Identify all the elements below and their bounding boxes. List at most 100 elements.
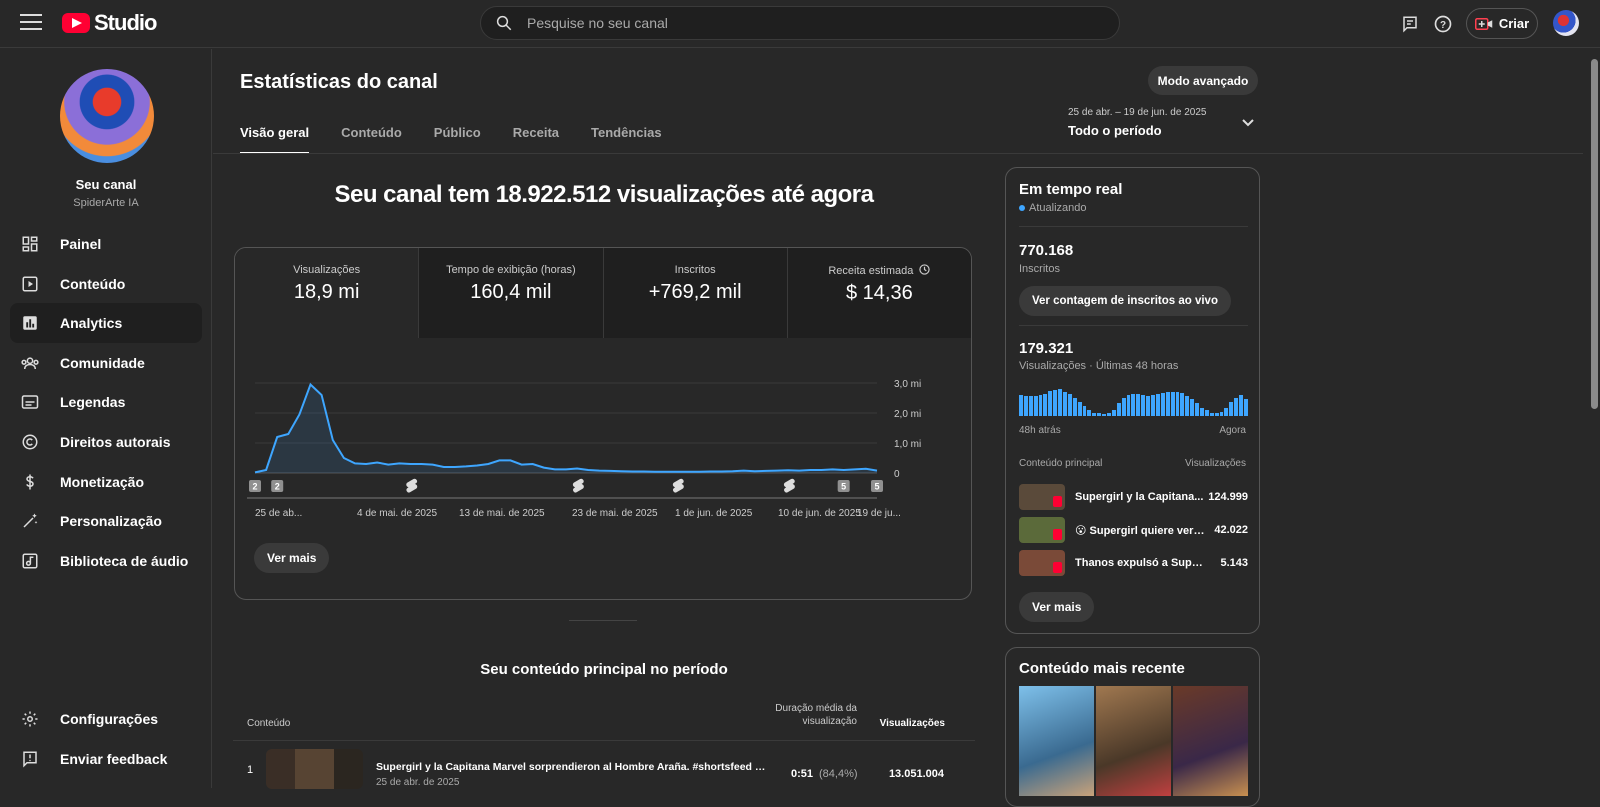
list-item[interactable]: Thanos expulsó a Superg... 5.143	[1019, 550, 1248, 578]
upload-badge[interactable]: 2	[249, 480, 261, 492]
sidebar: Seu canal SpiderArte IA Painel Conteúdo …	[0, 49, 212, 788]
realtime-bar	[1239, 395, 1243, 416]
x-tick-label: 4 de mai. de 2025	[357, 508, 437, 519]
avg-duration: 0:51	[791, 768, 814, 780]
sidebar-item-conteudo[interactable]: Conteúdo	[10, 264, 202, 304]
realtime-bar	[1219, 411, 1224, 416]
short-thumbnail[interactable]	[1019, 550, 1065, 576]
section-divider	[569, 620, 637, 621]
search-bar[interactable]	[480, 6, 1120, 40]
realtime-bar	[1038, 394, 1043, 416]
short-thumbnail[interactable]	[1019, 517, 1065, 543]
date-period-selector[interactable]: Todo o período	[1068, 123, 1162, 138]
studio-logo[interactable]: Studio	[62, 10, 157, 36]
axis-left-label: 48h atrás	[1019, 425, 1061, 436]
divider	[1019, 226, 1248, 227]
item-title[interactable]: Supergirl y la Capitana...	[1075, 491, 1204, 503]
video-thumbnail[interactable]	[266, 749, 363, 789]
upload-badge[interactable]: 2	[271, 480, 284, 492]
sidebar-item-painel[interactable]: Painel	[10, 224, 202, 264]
metric-revenue[interactable]: Receita estimada $ 14,36	[787, 248, 971, 338]
axis-right-label: Agora	[1219, 425, 1246, 436]
video-title[interactable]: Supergirl y la Capitana Marvel sorprendi…	[376, 761, 766, 773]
shorts-icon[interactable]	[572, 478, 584, 493]
item-title[interactable]: 😮 Supergirl quiere ver l...	[1075, 525, 1205, 537]
metric-views[interactable]: Visualizações 18,9 mi	[235, 248, 420, 338]
search-input[interactable]	[527, 15, 1087, 31]
realtime-bar	[1204, 410, 1209, 416]
sidebar-item-configuracoes[interactable]: Configurações	[10, 699, 202, 739]
sidebar-item-legendas[interactable]: Legendas	[10, 382, 202, 422]
realtime-bar	[1048, 391, 1053, 416]
x-tick-label: 13 de mai. de 2025	[459, 508, 545, 519]
upload-badge-box	[271, 480, 284, 492]
menu-icon[interactable]	[20, 14, 42, 32]
realtime-status: Atualizando	[1019, 202, 1087, 214]
realtime-views-label: Visualizações · Últimas 48 horas	[1019, 360, 1179, 372]
date-range[interactable]: 25 de abr. – 19 de jun. de 2025	[1068, 107, 1207, 118]
recent-thumbnail[interactable]	[1096, 686, 1171, 796]
shorts-icon[interactable]	[406, 478, 418, 493]
realtime-bar	[1146, 395, 1151, 416]
account-avatar[interactable]	[1553, 10, 1579, 36]
tab-conteudo[interactable]: Conteúdo	[341, 125, 402, 140]
realtime-subs-label: Inscritos	[1019, 263, 1060, 275]
recent-thumbnail[interactable]	[1173, 686, 1248, 796]
recent-content-card: Conteúdo mais recente	[1005, 647, 1260, 807]
sidebar-item-label: Analytics	[60, 315, 123, 331]
shorts-icon[interactable]	[672, 478, 684, 493]
col-duration[interactable]: Duração média da visualização	[775, 703, 857, 727]
sidebar-item-label: Painel	[60, 236, 102, 252]
metric-label: Receita estimada	[788, 264, 971, 277]
col-views[interactable]: Visualizações	[879, 718, 945, 729]
metric-label: Inscritos	[674, 264, 716, 276]
realtime-bar	[1185, 395, 1190, 416]
realtime-bar	[1028, 396, 1033, 416]
realtime-bar	[1131, 393, 1136, 416]
item-title[interactable]: Thanos expulsó a Superg...	[1075, 557, 1205, 569]
x-tick-label: 10 de jun. de 2025	[778, 508, 861, 519]
col-content[interactable]: Conteúdo	[247, 718, 291, 729]
table-row[interactable]: 1 Supergirl y la Capitana Marvel sorpren…	[233, 749, 975, 789]
sidebar-item-comunidade[interactable]: Comunidade	[10, 343, 202, 383]
channel-avatar[interactable]	[60, 69, 154, 163]
advanced-mode-button[interactable]: Modo avançado	[1148, 66, 1258, 95]
realtime-bar	[1067, 394, 1072, 416]
list-item[interactable]: Supergirl y la Capitana... 124.999	[1019, 484, 1248, 512]
sidebar-item-monetizacao[interactable]: Monetização	[10, 462, 202, 502]
create-button[interactable]: Criar	[1466, 8, 1538, 39]
tab-tendencias[interactable]: Tendências	[591, 125, 662, 140]
recent-thumbnails[interactable]	[1019, 686, 1248, 796]
sidebar-item-analytics[interactable]: Analytics	[10, 303, 202, 343]
recent-thumbnail[interactable]	[1019, 686, 1094, 796]
feedback-icon[interactable]	[1398, 12, 1422, 36]
realtime-bar	[1243, 399, 1248, 416]
sidebar-item-biblioteca-de-audio[interactable]: Biblioteca de áudio	[10, 541, 202, 581]
scrollbar[interactable]	[1589, 49, 1600, 788]
realtime-title: Em tempo real	[1019, 181, 1123, 198]
metric-subscribers[interactable]: Inscritos +769,2 mil	[603, 248, 788, 338]
help-icon[interactable]: ?	[1431, 12, 1455, 36]
metric-value: 160,4 mil	[470, 281, 552, 303]
divider	[1019, 325, 1248, 326]
list-item[interactable]: 😮 Supergirl quiere ver l... 42.022	[1019, 517, 1248, 545]
upload-badge[interactable]: 5	[871, 480, 883, 492]
table-divider	[233, 740, 975, 741]
metric-watch-time[interactable]: Tempo de exibição (horas) 160,4 mil	[419, 248, 604, 338]
tab-receita[interactable]: Receita	[512, 125, 559, 140]
sidebar-item-personalizacao[interactable]: Personalização	[10, 501, 202, 541]
shorts-icon[interactable]	[783, 478, 795, 493]
realtime-bar	[1019, 395, 1023, 416]
upload-badge-count: 5	[874, 482, 879, 492]
upload-badge[interactable]: 5	[837, 480, 850, 492]
short-thumbnail[interactable]	[1019, 484, 1065, 510]
tab-visao-geral[interactable]: Visão geral	[240, 125, 310, 154]
scrollbar-thumb[interactable]	[1591, 59, 1598, 409]
realtime-ver-mais-button[interactable]: Ver mais	[1019, 592, 1095, 622]
sidebar-item-direitos-autorais[interactable]: Direitos autorais	[10, 422, 202, 462]
live-subscriber-count-button[interactable]: Ver contagem de inscritos ao vivo	[1019, 286, 1231, 316]
ver-mais-button[interactable]: Ver mais	[254, 543, 330, 573]
sidebar-item-enviar-feedback[interactable]: Enviar feedback	[10, 739, 202, 779]
tab-publico[interactable]: Público	[433, 125, 481, 140]
chevron-down-icon[interactable]	[1241, 117, 1255, 131]
